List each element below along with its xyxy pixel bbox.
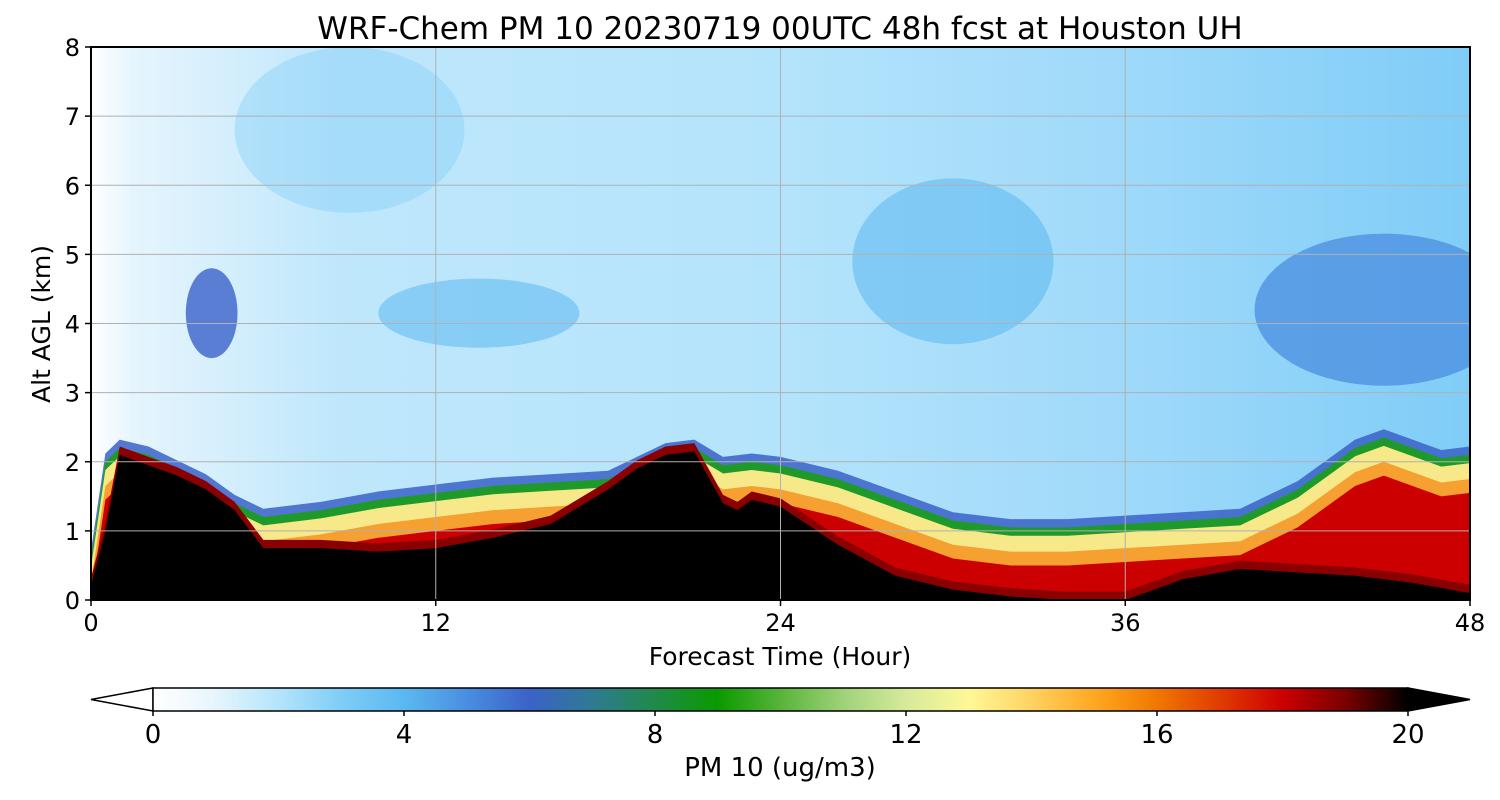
colorbar-label: PM 10 (ug/m3) bbox=[684, 753, 876, 783]
y-tick-label: 5 bbox=[65, 241, 80, 269]
concentration-region bbox=[852, 178, 1054, 345]
colorbar: 0 4 8 12 16 20 bbox=[90, 687, 1471, 750]
y-tick-label: 8 bbox=[65, 34, 80, 62]
colorbar-extend-low bbox=[90, 687, 154, 712]
concentration-region bbox=[1254, 233, 1470, 386]
concentration-region bbox=[378, 278, 580, 348]
y-tick-label: 0 bbox=[65, 587, 80, 615]
chart-title: WRF-Chem PM 10 20230719 00UTC 48h fcst a… bbox=[317, 11, 1242, 47]
x-tick-label: 36 bbox=[1110, 609, 1141, 637]
colorbar-tick-label: 0 bbox=[145, 720, 162, 750]
y-axis-label: Alt AGL (km) bbox=[27, 245, 56, 403]
x-axis-ticks: 0 12 24 36 48 bbox=[83, 600, 1485, 637]
y-tick-label: 2 bbox=[65, 449, 80, 477]
x-tick-label: 0 bbox=[83, 609, 98, 637]
y-tick-label: 6 bbox=[65, 172, 80, 200]
colorbar-tick-label: 12 bbox=[889, 720, 922, 750]
x-tick-label: 24 bbox=[765, 609, 796, 637]
colorbar-tick-label: 4 bbox=[396, 720, 413, 750]
x-tick-label: 48 bbox=[1455, 609, 1486, 637]
colorbar-tick-label: 8 bbox=[647, 720, 664, 750]
colorbar-tick-label: 20 bbox=[1391, 720, 1424, 750]
colorbar-gradient bbox=[152, 687, 1409, 712]
colorbar-tick-label: 16 bbox=[1140, 720, 1173, 750]
colorbar-extend-high bbox=[1407, 687, 1471, 712]
concentration-region bbox=[185, 268, 238, 359]
x-axis-label: Forecast Time (Hour) bbox=[649, 642, 912, 671]
y-tick-label: 7 bbox=[65, 103, 80, 131]
y-tick-label: 4 bbox=[65, 311, 80, 339]
y-tick-label: 1 bbox=[65, 518, 80, 546]
y-tick-label: 3 bbox=[65, 380, 80, 408]
concentration-region bbox=[234, 47, 465, 213]
x-tick-label: 12 bbox=[420, 609, 451, 637]
y-axis-ticks: 0 1 2 3 4 5 6 7 8 bbox=[65, 34, 91, 615]
band-green bbox=[91, 437, 1470, 574]
